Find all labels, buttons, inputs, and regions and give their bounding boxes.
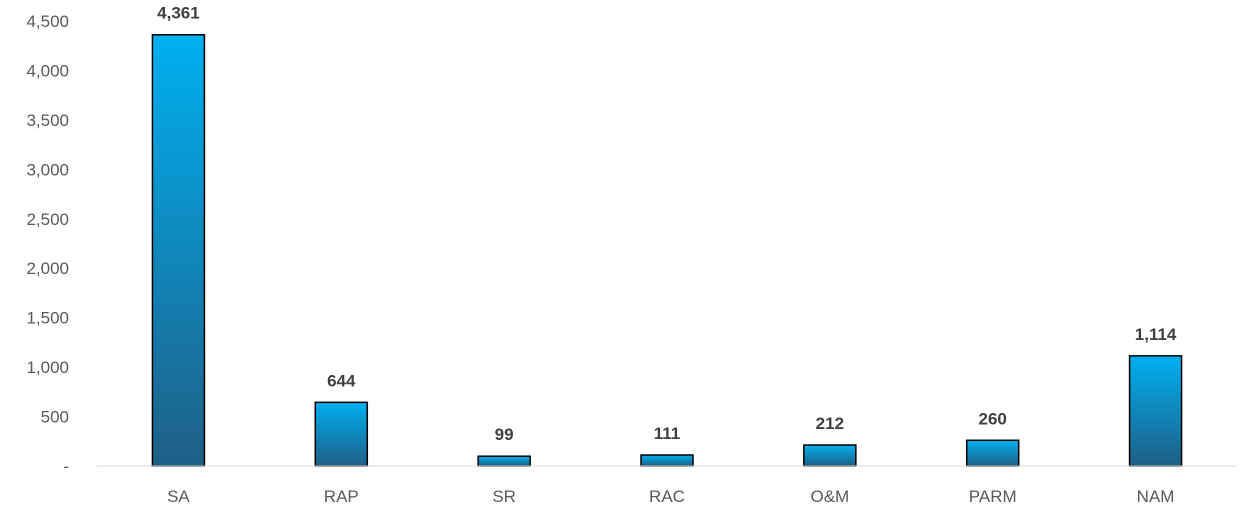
x-tick-label: RAC [649, 487, 685, 506]
bar-rac [640, 454, 694, 467]
data-label: 99 [495, 425, 514, 444]
data-labels: 4,361 644 99 111 212 260 1,114 [157, 4, 1177, 444]
x-tick-label: NAM [1137, 487, 1175, 506]
x-tick-label: O&M [810, 487, 849, 506]
data-label: 1,114 [1135, 325, 1177, 344]
y-tick-label: 1,000 [26, 358, 69, 377]
y-tick-label: 500 [41, 408, 69, 427]
x-tick-label: RAP [324, 487, 359, 506]
x-axis-labels: SA RAP SR RAC O&M PARM NAM [167, 487, 1174, 506]
bar-sr [477, 455, 531, 467]
y-tick-label: 3,500 [26, 111, 69, 130]
bars [151, 33, 1183, 467]
bar-parm [965, 439, 1020, 467]
data-label: 4,361 [157, 4, 200, 23]
data-label: 212 [816, 414, 844, 433]
y-tick-label: 3,000 [26, 160, 69, 179]
bar-nam [1128, 355, 1183, 467]
y-tick-label: 4,500 [26, 12, 69, 31]
x-tick-label: PARM [969, 487, 1017, 506]
bar-sa [151, 33, 206, 467]
y-tick-label: 4,000 [26, 61, 69, 80]
data-label: 111 [654, 424, 681, 443]
data-label: 260 [979, 409, 1007, 428]
y-tick-label: 1,500 [26, 309, 69, 328]
y-tick-label: 2,000 [26, 259, 69, 278]
y-axis-ticks: - 500 1,000 1,500 2,000 2,500 3,000 3,500 4,000 4… [26, 12, 69, 476]
bar-rap [314, 401, 369, 467]
x-tick-label: SA [167, 487, 190, 506]
bar-o-m [803, 444, 857, 467]
data-label: 644 [327, 371, 356, 390]
y-tick-label: - [63, 457, 69, 476]
x-tick-label: SR [492, 487, 516, 506]
y-tick-label: 2,500 [26, 210, 69, 229]
